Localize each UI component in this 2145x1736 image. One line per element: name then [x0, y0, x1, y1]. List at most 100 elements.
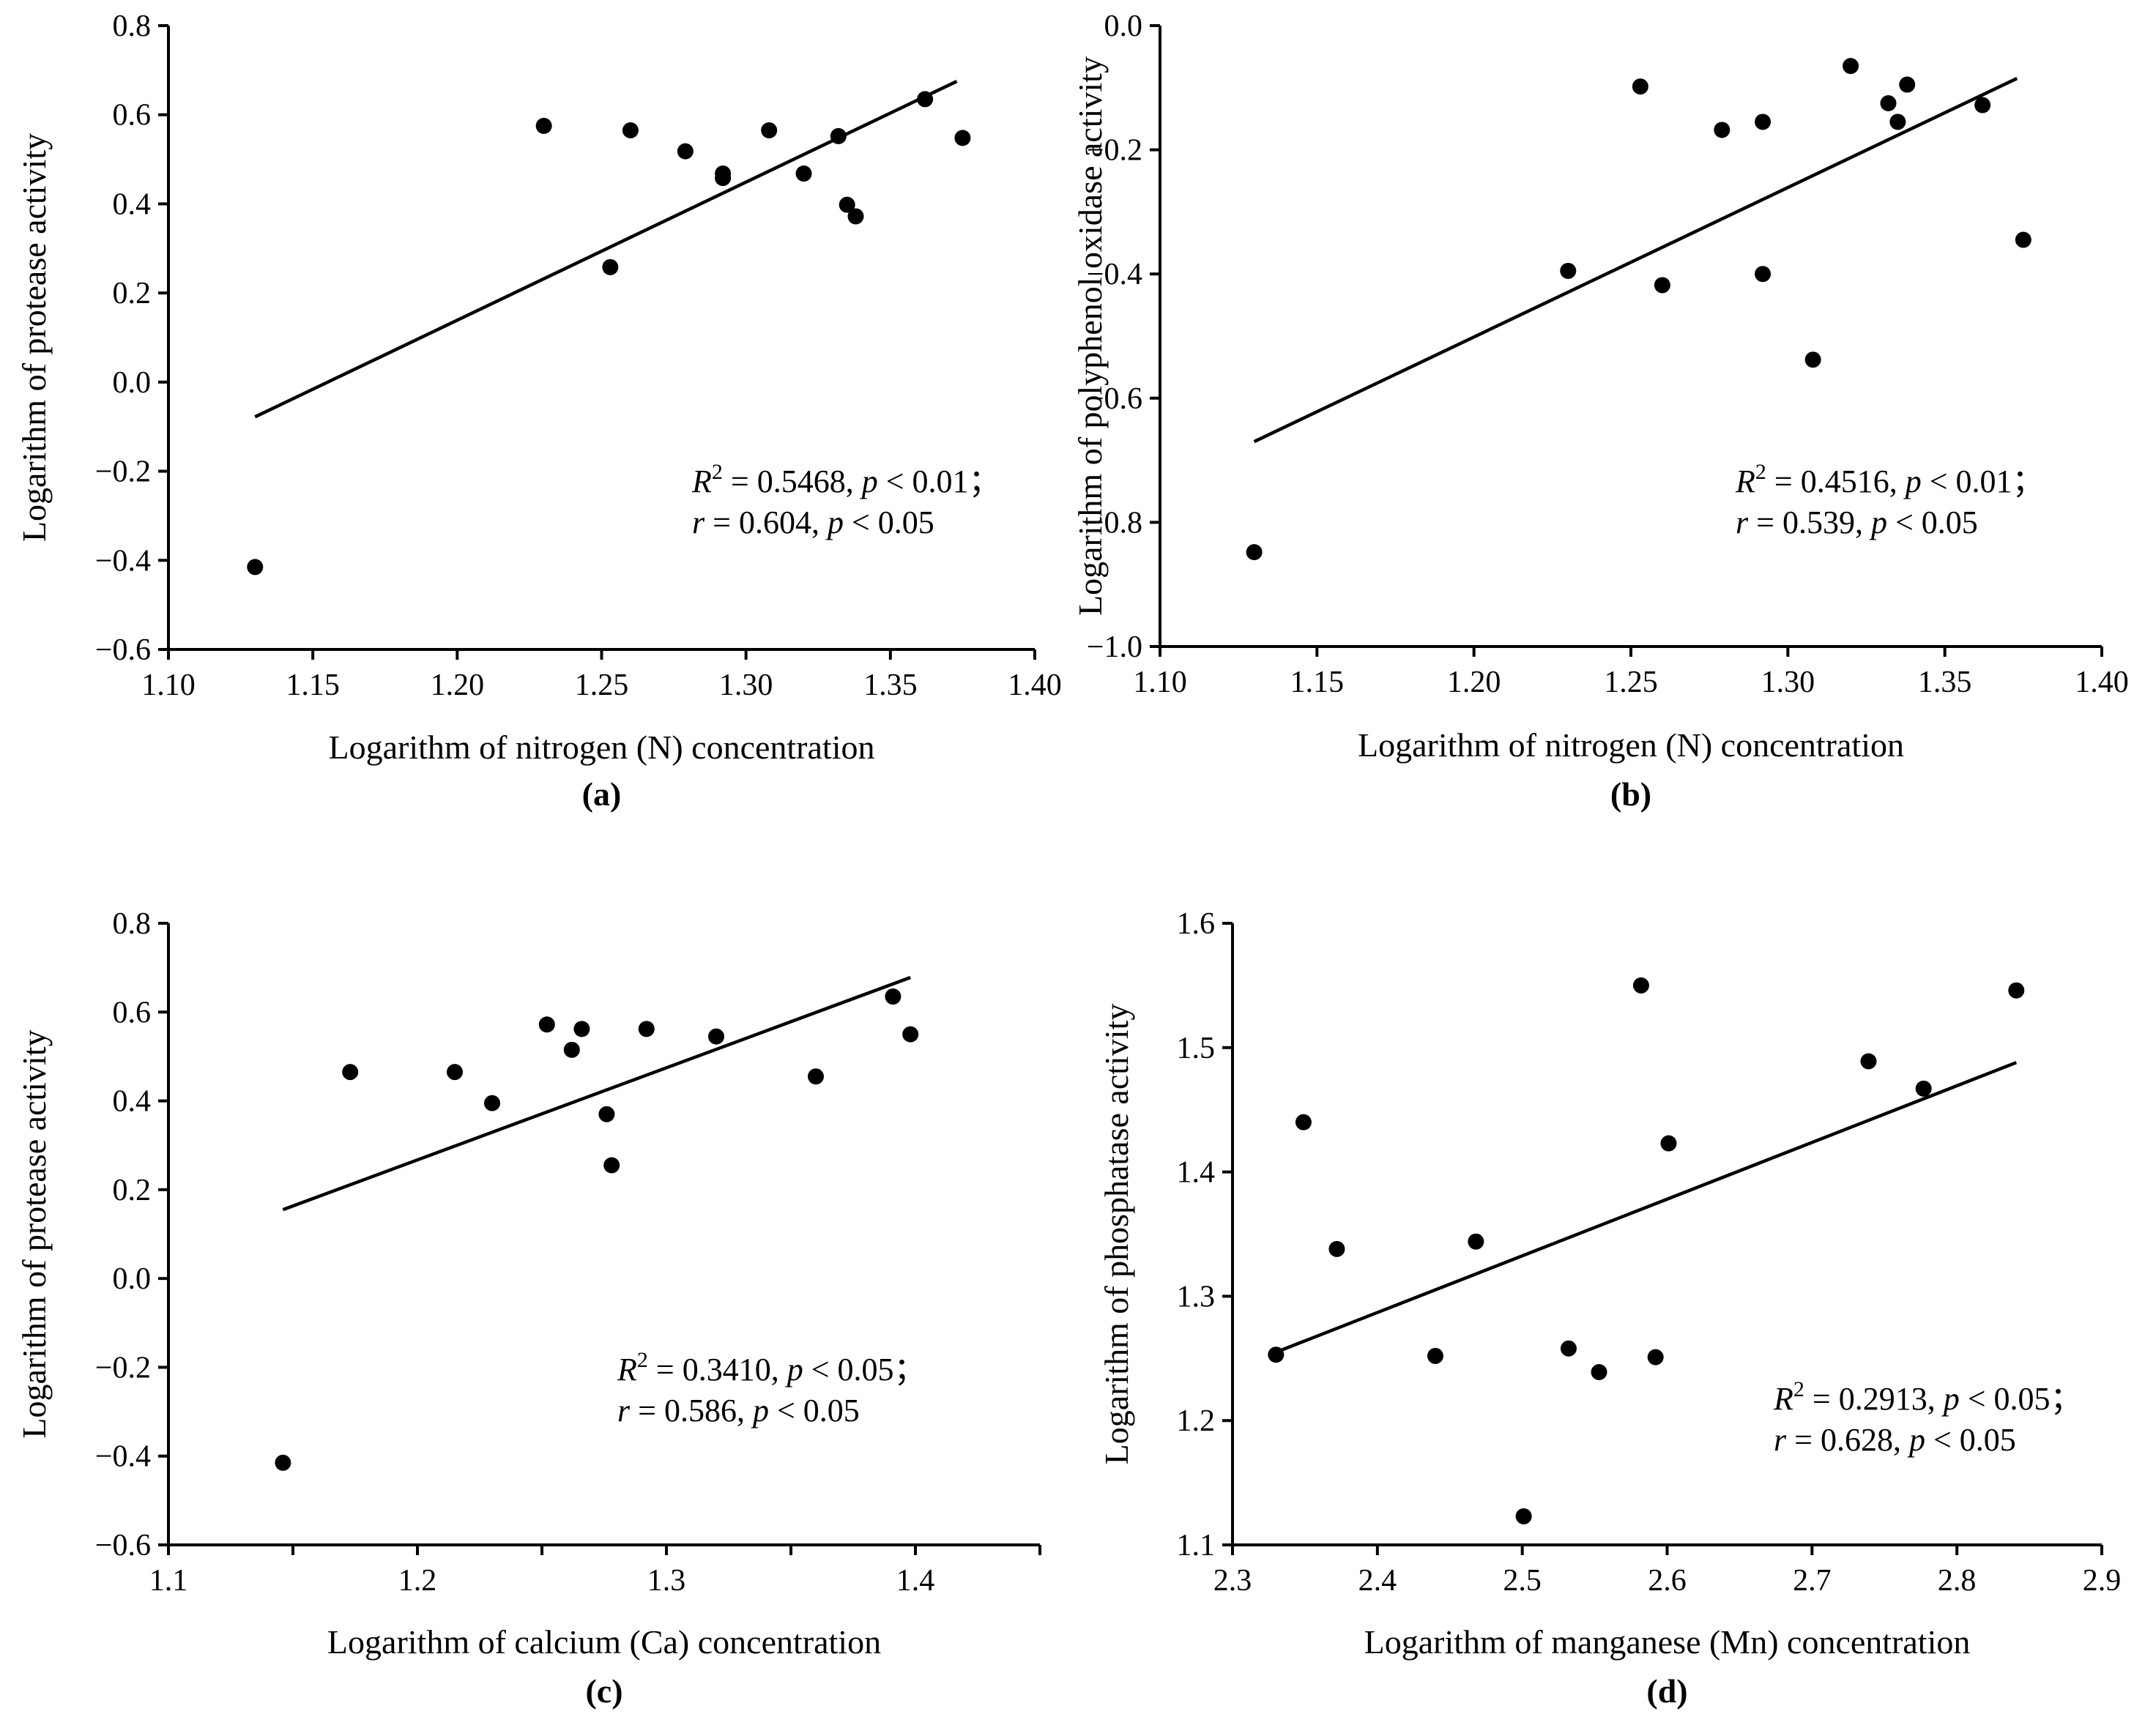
data-point: [1860, 1053, 1877, 1070]
annotation-r2: R2 = 0.2913, p < 0.05；: [1773, 1377, 2083, 1417]
y-tick-label: 0.4: [113, 1085, 152, 1119]
data-point: [1899, 76, 1916, 93]
data-point: [1560, 262, 1577, 279]
data-point: [1328, 1240, 1345, 1257]
data-point: [1880, 95, 1897, 111]
data-point: [847, 208, 864, 225]
data-point: [602, 258, 619, 275]
data-point: [917, 91, 934, 108]
y-tick-label: 0.8: [113, 10, 152, 43]
data-point: [1295, 1114, 1312, 1130]
data-point: [1915, 1080, 1932, 1097]
x-tick-label: 1.3: [647, 1564, 686, 1598]
data-point: [1427, 1347, 1443, 1364]
annotation-r2: R2 = 0.5468, p < 0.01；: [691, 460, 1001, 499]
annotation-r: r = 0.604, p < 0.05: [692, 504, 934, 540]
y-tick-label: 0.2: [113, 1174, 152, 1207]
x-tick-label: 1.4: [896, 1564, 935, 1598]
y-tick-label: −0.6: [95, 633, 151, 667]
regression-line: [1253, 77, 2018, 444]
panel-b: 1.10 1.15 1.20 1.25 1.30 1.35 1.40 0.0 −0.2 −0.4 −…: [1071, 10, 2129, 813]
x-tick-label: 1.25: [575, 668, 629, 702]
x-tick-label: 2.5: [1503, 1564, 1542, 1598]
y-tick-label: 0.4: [113, 187, 152, 221]
x-tick-label: 1.2: [398, 1564, 437, 1598]
panel-label: (d): [1646, 1672, 1687, 1710]
x-axis-title: Logarithm of calcium (Ca) concentration: [327, 1623, 881, 1661]
x-axis-title: Logarithm of nitrogen (N) concentration: [1358, 726, 1904, 764]
x-tick-label: 1.10: [1133, 666, 1187, 699]
data-point: [708, 1028, 724, 1045]
x-tick-label: 1.25: [1604, 666, 1658, 699]
annotation-r2: R2 = 0.3410, p < 0.05；: [617, 1348, 926, 1387]
data-point: [954, 130, 971, 146]
data-point: [1889, 113, 1906, 130]
data-point: [795, 165, 812, 182]
data-point: [1468, 1233, 1484, 1250]
data-point: [2008, 982, 2025, 999]
y-axis-title: Logarithm of protease activity: [15, 1029, 53, 1438]
data-point: [622, 122, 639, 139]
data-point: [1974, 97, 1991, 113]
x-tick-label: 1.35: [1918, 666, 1972, 699]
y-tick-label: −0.4: [95, 1440, 151, 1474]
data-point: [715, 170, 732, 187]
y-axis-title: Logarithm of polyphenol oxidase activity: [1071, 56, 1109, 616]
x-tick-label: 1.40: [2075, 666, 2129, 699]
y-tick-label: −0.4: [1087, 258, 1142, 291]
data-point: [1591, 1363, 1607, 1380]
data-point: [1515, 1508, 1532, 1524]
y-axis-title: Logarithm of phosphatase activity: [1098, 1004, 1135, 1465]
y-tick-label: 1.5: [1177, 1032, 1216, 1065]
data-point: [1632, 78, 1648, 95]
y-tick-label: 0.6: [113, 996, 152, 1029]
data-point: [247, 559, 264, 575]
data-point: [808, 1068, 824, 1085]
x-tick-label: 2.6: [1648, 1564, 1687, 1598]
x-tick-label: 2.9: [2083, 1564, 2122, 1598]
y-tick-label: 0.0: [113, 1262, 152, 1296]
x-tick-label: 2.3: [1213, 1564, 1252, 1598]
data-point: [830, 127, 847, 144]
data-point: [1804, 351, 1821, 368]
y-tick-label: −0.6: [1087, 382, 1142, 416]
y-tick-label: 0.8: [113, 907, 152, 941]
panel-a: 1.10 1.15 1.20 1.25 1.30 1.35 1.40 0.8 0.6 0.4 0.2…: [15, 10, 1062, 813]
data-point: [563, 1041, 580, 1058]
panel-label: (b): [1610, 775, 1651, 813]
y-tick-label: −0.2: [95, 455, 151, 489]
y-tick-label: 0.0: [113, 366, 152, 400]
x-tick-label: 1.40: [1008, 668, 1062, 702]
x-tick-label: 1.30: [1761, 666, 1815, 699]
x-tick-label: 1.15: [286, 668, 340, 702]
data-point: [2015, 231, 2031, 248]
data-point: [839, 196, 855, 213]
data-point: [538, 1016, 555, 1033]
data-point: [1755, 266, 1772, 283]
x-tick-label: 1.1: [149, 1564, 188, 1598]
y-tick-label: 0.0: [1104, 10, 1143, 43]
data-point: [1268, 1346, 1285, 1363]
data-point: [677, 143, 694, 160]
data-point: [885, 988, 902, 1005]
data-point: [1560, 1340, 1577, 1357]
regression-line: [1275, 1061, 2018, 1354]
panel-label: (c): [585, 1672, 622, 1710]
data-point: [1843, 58, 1859, 75]
data-point: [1654, 277, 1670, 294]
annotation-r2: R2 = 0.4516, p < 0.01；: [1735, 460, 2045, 499]
regression-line: [254, 80, 958, 419]
data-point: [761, 122, 778, 139]
data-point: [1660, 1135, 1677, 1152]
y-tick-label: −1.0: [1087, 630, 1142, 664]
data-point: [535, 117, 552, 134]
panel-c: 1.1 1.2 1.3 1.4 0.8 0.6 0.4 0.2 0.0 −0.2 −0.4 −0.6 L…: [15, 907, 1041, 1710]
x-tick-label: 2.4: [1358, 1564, 1397, 1598]
panel-label: (a): [582, 775, 622, 813]
data-point: [638, 1021, 655, 1037]
y-tick-label: 0.6: [113, 99, 152, 133]
annotation-r: r = 0.628, p < 0.05: [1774, 1422, 2016, 1458]
y-tick-label: 1.1: [1177, 1529, 1216, 1562]
data-point: [573, 1021, 590, 1037]
